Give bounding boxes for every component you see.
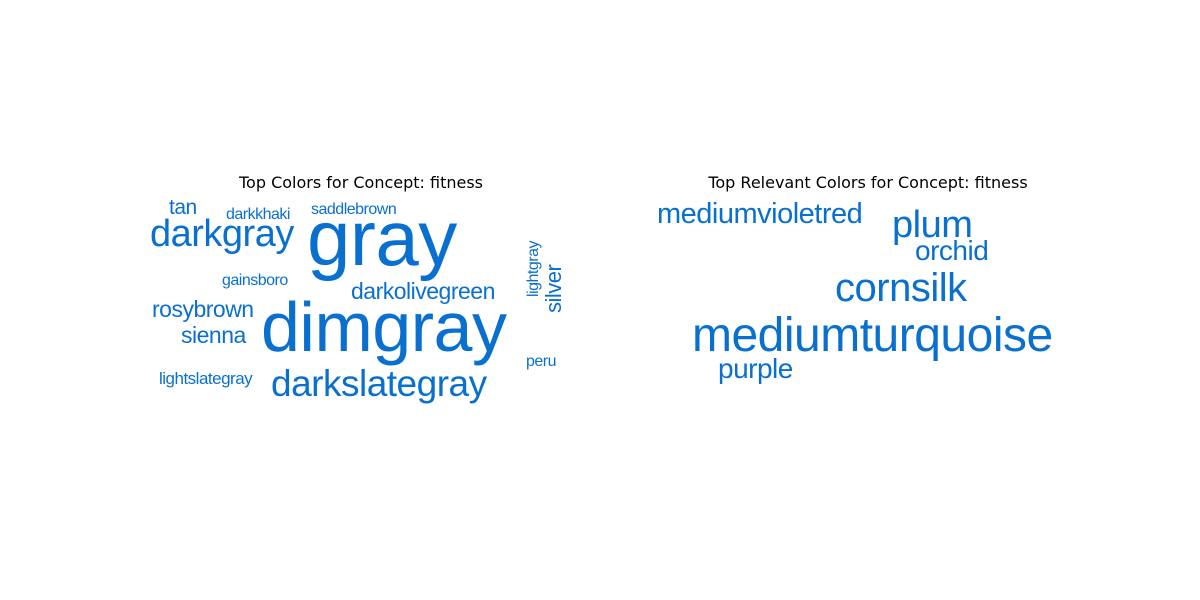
word-mediumturquoise: mediumturquoise	[692, 309, 1053, 362]
word-darkgray: darkgray	[150, 213, 294, 255]
word-purple: purple	[718, 353, 793, 384]
word-saddlebrown: saddlebrown	[311, 201, 397, 218]
word-rosybrown: rosybrown	[152, 296, 254, 322]
left-panel-title: Top Colors for Concept: fitness	[238, 173, 484, 192]
word-silver: silver	[541, 264, 566, 313]
left-word-cloud: tan darkkhaki saddlebrown darkgray gray …	[145, 195, 575, 415]
word-darkslategray: darkslategray	[271, 363, 487, 404]
word-darkolivegreen: darkolivegreen	[351, 278, 495, 304]
right-word-cloud: mediumvioletred plum orchid cornsilk med…	[650, 195, 1080, 415]
word-sienna: sienna	[181, 322, 246, 348]
right-panel-title: Top Relevant Colors for Concept: fitness	[708, 173, 1028, 192]
word-lightslategray: lightslategray	[159, 369, 253, 388]
word-darkkhaki: darkkhaki	[226, 206, 290, 223]
word-tan: tan	[169, 196, 197, 219]
word-dimgray: dimgray	[261, 288, 507, 366]
word-lightgray: lightgray	[525, 241, 542, 297]
word-orchid: orchid	[915, 235, 989, 266]
word-plum: plum	[892, 204, 973, 246]
word-cornsilk: cornsilk	[835, 266, 967, 310]
word-mediumvioletred: mediumvioletred	[657, 198, 863, 230]
word-gray: gray	[307, 194, 457, 282]
word-peru: peru	[526, 353, 557, 370]
word-gainsboro: gainsboro	[222, 272, 288, 289]
